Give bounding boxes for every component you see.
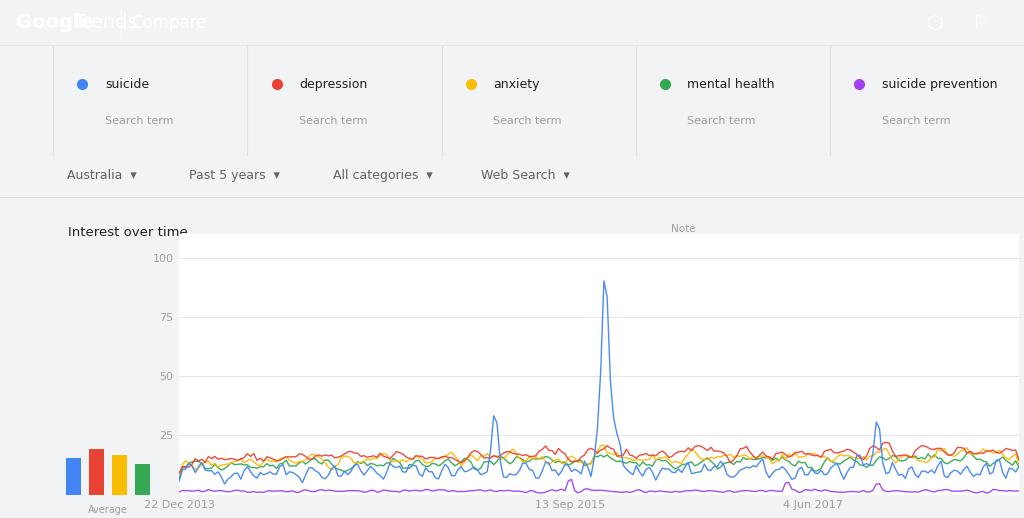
Text: Average: Average [88, 505, 128, 514]
Text: Search term: Search term [104, 116, 173, 126]
Text: Web Search  ▾: Web Search ▾ [481, 169, 570, 182]
Text: Australia  ▾: Australia ▾ [67, 169, 136, 182]
Text: suicide: suicide [104, 78, 150, 91]
Bar [135, 464, 151, 495]
Text: Note: Note [671, 224, 695, 234]
Bar [66, 458, 81, 495]
Text: Interest over time: Interest over time [69, 226, 188, 239]
Text: Google: Google [16, 13, 93, 32]
Text: Compare: Compare [131, 13, 206, 32]
Text: Search term: Search term [687, 116, 756, 126]
Text: Search term: Search term [299, 116, 368, 126]
Text: Search term: Search term [494, 116, 562, 126]
Text: Trends: Trends [74, 13, 137, 32]
Text: ⬡: ⬡ [927, 13, 943, 32]
Text: suicide prevention: suicide prevention [882, 78, 997, 91]
Text: anxiety: anxiety [494, 78, 540, 91]
Bar [112, 455, 127, 495]
Text: Past 5 years  ▾: Past 5 years ▾ [189, 169, 281, 182]
Text: mental health: mental health [687, 78, 775, 91]
Text: Search term: Search term [882, 116, 950, 126]
Bar [89, 450, 104, 495]
Text: depression: depression [299, 78, 368, 91]
Text: All categories  ▾: All categories ▾ [333, 169, 432, 182]
Text: ⚐: ⚐ [972, 13, 990, 32]
